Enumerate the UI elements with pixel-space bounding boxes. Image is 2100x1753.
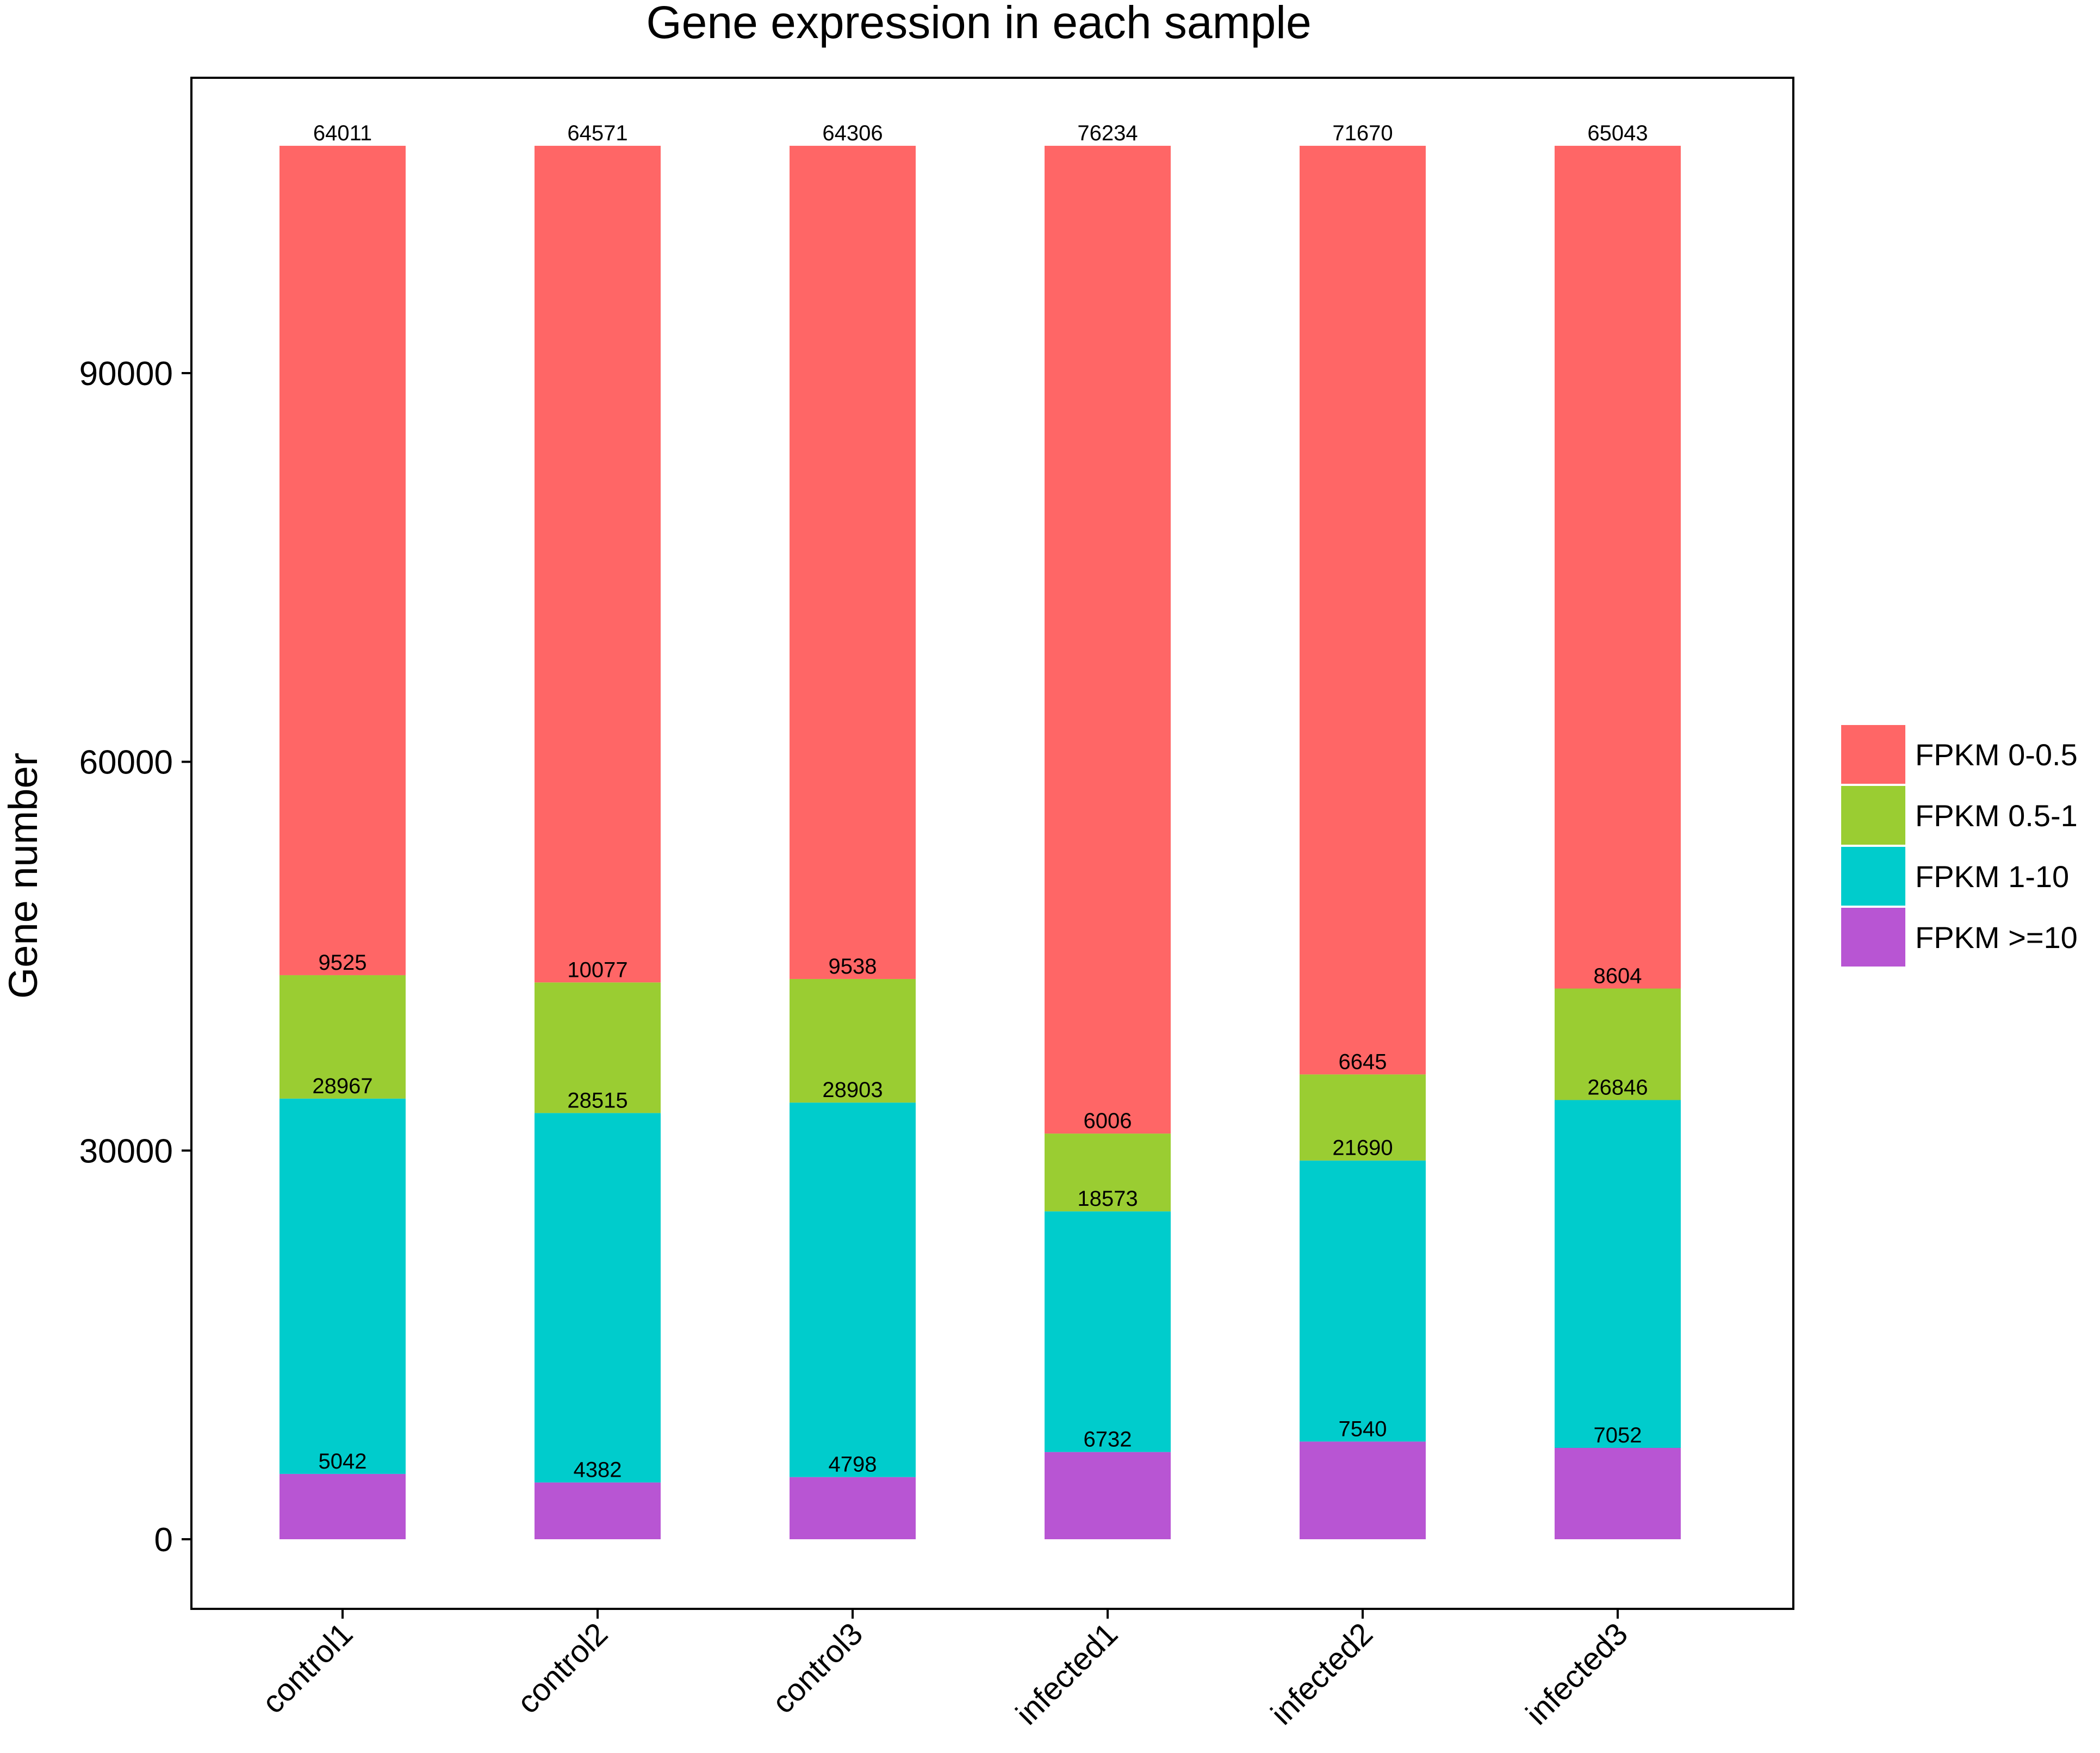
bar-infected3-fpkm-0-0-5	[1555, 146, 1681, 989]
data-label-control3-fpkm-1-10: 28903	[822, 1078, 883, 1102]
data-label-control3-fpkm-0-0-5: 64306	[822, 121, 883, 145]
data-label-control1-fpkm-1-10: 28967	[312, 1074, 372, 1098]
bar-control2-fpkm-0-5-1	[535, 982, 661, 1113]
y-axis: 0 30000 60000 90000	[79, 355, 191, 1559]
data-label-control2-fpkm-0-0-5: 64571	[567, 121, 627, 145]
x-tick-label-infected2: infected2	[1264, 1616, 1380, 1731]
data-label-control1-fpkm-0-5-1: 9525	[319, 951, 367, 975]
data-label-control3-fpkm-0-5-1: 9538	[829, 955, 877, 978]
bar-control1-fpkm-0-5-1	[279, 975, 406, 1099]
data-label-infected3-fpkm-10: 7052	[1594, 1423, 1642, 1447]
data-label-infected2-fpkm-0-5-1: 6645	[1339, 1050, 1387, 1074]
plot-panel-border	[190, 77, 1794, 1610]
data-label-infected3-fpkm-0-0-5: 65043	[1587, 121, 1648, 145]
legend-swatch-fpkm-0-0-5	[1841, 725, 1905, 784]
y-tick-label-60000: 60000	[79, 744, 173, 782]
y-tick-label-90000: 90000	[79, 355, 173, 393]
y-tick-label-30000: 30000	[79, 1132, 173, 1170]
bar-infected3-fpkm-10	[1555, 1448, 1681, 1539]
bar-control1-fpkm-0-0-5	[279, 146, 406, 975]
bar-infected2-fpkm-1-10	[1300, 1160, 1426, 1442]
data-label-control3-fpkm-10: 4798	[829, 1453, 877, 1477]
segment-labels-layer: 5042 28967 9525 64011 4382 28515 10077 64571 479…	[312, 121, 1648, 1482]
bar-infected1-fpkm-0-0-5	[1045, 146, 1171, 1134]
data-label-control1-fpkm-10: 5042	[319, 1450, 367, 1473]
bar-infected1-fpkm-10	[1045, 1452, 1171, 1539]
data-label-control2-fpkm-0-5-1: 10077	[567, 958, 627, 982]
bar-infected1-fpkm-0-5-1	[1045, 1133, 1171, 1212]
bar-control2-fpkm-0-0-5	[535, 146, 661, 983]
bar-control2-fpkm-10	[535, 1482, 661, 1539]
data-label-infected3-fpkm-1-10: 26846	[1587, 1075, 1648, 1099]
legend-label-fpkm-1-10: FPKM 1-10	[1915, 859, 2069, 894]
bar-infected2-fpkm-0-0-5	[1300, 146, 1426, 1075]
legend-swatch-fpkm-0-5-1	[1841, 786, 1905, 845]
legend: FPKM 0-0.5 FPKM 0.5-1 FPKM 1-10 FPKM >=10	[1841, 725, 2078, 967]
data-label-infected1-fpkm-10: 6732	[1084, 1428, 1132, 1452]
x-tick-label-control3: control3	[765, 1616, 869, 1720]
bar-control3-fpkm-0-0-5	[790, 146, 916, 979]
legend-swatch-fpkm-1-10	[1841, 847, 1905, 906]
bar-infected2-fpkm-10	[1300, 1441, 1426, 1539]
data-label-infected2-fpkm-0-0-5: 71670	[1332, 121, 1393, 145]
bar-infected2-fpkm-0-5-1	[1300, 1074, 1426, 1161]
legend-label-fpkm-0-0-5: FPKM 0-0.5	[1915, 738, 2078, 772]
bars-layer	[279, 146, 1681, 1539]
y-axis-title: Gene number	[1, 753, 46, 999]
y-tick-label-0: 0	[154, 1521, 173, 1559]
chart-title: Gene expression in each sample	[646, 0, 1311, 48]
bar-infected3-fpkm-1-10	[1555, 1100, 1681, 1448]
bar-infected3-fpkm-0-5-1	[1555, 988, 1681, 1100]
bar-control3-fpkm-10	[790, 1477, 916, 1539]
data-label-control1-fpkm-0-0-5: 64011	[313, 121, 372, 145]
data-label-infected1-fpkm-0-5-1: 6006	[1084, 1109, 1132, 1133]
bar-control1-fpkm-10	[279, 1473, 406, 1539]
x-tick-label-control1: control1	[255, 1616, 359, 1720]
x-tick-label-control2: control2	[510, 1616, 614, 1720]
data-label-infected1-fpkm-0-0-5: 76234	[1077, 121, 1138, 145]
legend-swatch-fpkm-10	[1841, 908, 1905, 967]
data-label-control2-fpkm-10: 4382	[574, 1458, 622, 1482]
x-axis: control1 control2 control3 infected1 infecte…	[255, 1609, 1635, 1732]
bar-infected1-fpkm-1-10	[1045, 1211, 1171, 1452]
bar-control3-fpkm-1-10	[790, 1102, 916, 1477]
data-label-infected2-fpkm-10: 7540	[1339, 1417, 1387, 1441]
legend-label-fpkm-10: FPKM >=10	[1915, 920, 2078, 955]
data-label-infected1-fpkm-1-10: 18573	[1077, 1187, 1138, 1211]
legend-label-fpkm-0-5-1: FPKM 0.5-1	[1915, 798, 2078, 833]
bar-control3-fpkm-0-5-1	[790, 978, 916, 1103]
bar-control1-fpkm-1-10	[279, 1098, 406, 1474]
data-label-infected3-fpkm-0-5-1: 8604	[1594, 964, 1642, 988]
x-tick-label-infected1: infected1	[1009, 1616, 1124, 1731]
x-tick-label-infected3: infected3	[1519, 1616, 1635, 1731]
bar-control2-fpkm-1-10	[535, 1113, 661, 1483]
data-label-infected2-fpkm-1-10: 21690	[1332, 1136, 1393, 1160]
data-label-control2-fpkm-1-10: 28515	[567, 1088, 627, 1112]
